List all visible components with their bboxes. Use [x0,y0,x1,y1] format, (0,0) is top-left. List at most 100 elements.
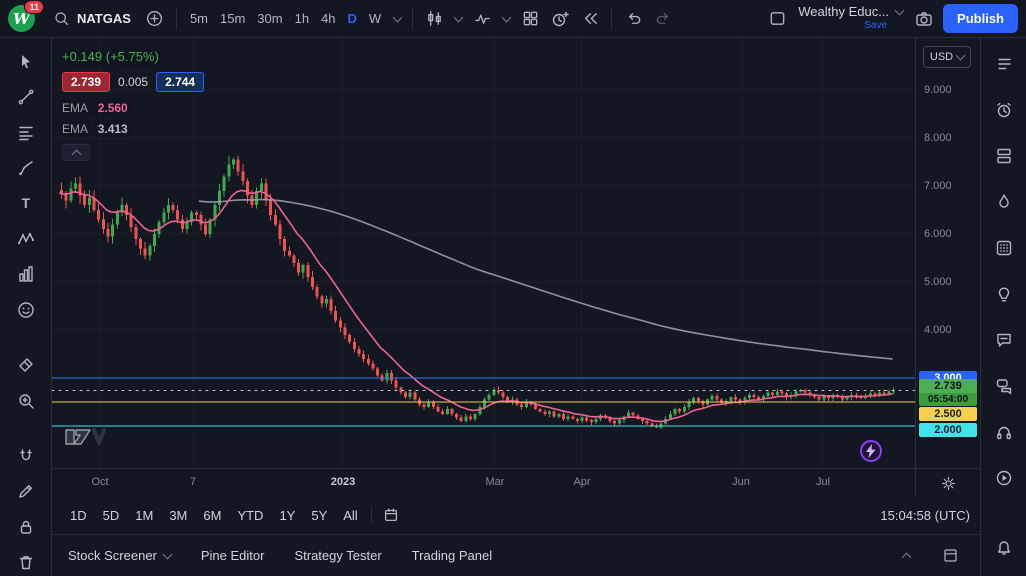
server-clock[interactable]: 15:04:58 (UTC) [880,507,970,523]
tutorials-button[interactable] [986,460,1022,496]
legend-collapse-button[interactable] [62,144,90,161]
drawing-mode-button[interactable] [9,478,43,505]
save-button[interactable]: Save [864,20,888,32]
tab-strategy-tester[interactable]: Strategy Tester [294,548,382,563]
indicators-menu-button[interactable] [498,5,514,33]
tab-pine-editor[interactable]: Pine Editor [200,548,265,563]
chart-type-button[interactable] [420,5,448,33]
chart-region: +0.149 (+5.75%) 2.739 0.005 2.744 EMA 2.… [52,38,980,576]
time-axis-settings-button[interactable] [915,469,980,497]
tab-stock-screener[interactable]: Stock Screener [68,548,173,563]
range-5y[interactable]: 5Y [311,507,328,523]
time-axis-scale[interactable]: Oct 7 2023 Mar Apr Jun Jul [52,469,915,497]
brush-icon [18,161,33,176]
create-alert-button[interactable] [546,5,574,33]
quick-trade-badge[interactable] [860,440,882,462]
snapshot-camera-button[interactable] [910,5,938,33]
symbol-search-button[interactable]: NATGAS [45,5,139,33]
chats-button[interactable] [986,368,1022,404]
price-tick: 8.000 [924,132,952,144]
comments-button[interactable] [986,322,1022,358]
last-price-label: 2.739 05:54:00 [919,379,977,406]
undo-button[interactable] [619,5,647,33]
smiley-icon [17,301,34,318]
compare-add-button[interactable] [141,5,169,33]
maximize-panel-icon [943,549,957,562]
bar-replay-button[interactable] [576,5,604,33]
alerts-button[interactable] [986,92,1022,128]
fib-retracement-tool-button[interactable] [9,119,43,146]
indicators-button[interactable] [468,5,496,33]
interval-15m[interactable]: 15m [220,11,246,26]
range-ytd[interactable]: YTD [237,507,264,523]
range-6m[interactable]: 6M [203,507,222,523]
range-1d[interactable]: 1D [70,507,87,523]
open-panel-button[interactable] [892,542,920,570]
chevron-down-icon [501,12,512,22]
interval-30m[interactable]: 30m [257,11,283,26]
tab-trading-panel[interactable]: Trading Panel [411,548,493,563]
forecast-tool-button[interactable] [9,261,43,288]
grid-squares-icon [523,11,538,26]
interval-1h[interactable]: 1h [294,11,310,26]
layout-name-menu[interactable]: Wealthy Educ... Save [796,5,905,31]
redo-button[interactable] [649,5,677,33]
notification-count-badge: 11 [24,0,44,14]
user-menu-button[interactable]: W 11 [8,0,44,32]
ema-legend-fast[interactable]: EMA 2.560 [62,101,128,115]
interval-W[interactable]: W [368,11,382,26]
range-all[interactable]: All [343,507,358,523]
svg-text:T: T [21,195,30,211]
interval-5m[interactable]: 5m [189,11,208,26]
range-3m[interactable]: 3M [169,507,188,523]
redo-arrow-icon [656,13,668,24]
range-1y[interactable]: 1Y [279,507,296,523]
manage-layouts-button[interactable] [763,5,791,33]
lock-drawings-button[interactable] [9,513,43,540]
interval-D[interactable]: D [347,11,357,26]
publish-button[interactable]: Publish [943,4,1018,33]
time-axis-label: 2023 [330,476,356,488]
layout-templates-button[interactable] [516,5,544,33]
layout-square-icon [770,12,785,25]
brush-tool-button[interactable] [9,154,43,181]
sell-button[interactable]: 2.739 [62,72,111,92]
buy-button[interactable]: 2.744 [156,72,205,92]
eraser-tool-button[interactable] [9,351,43,378]
apps-grid-button[interactable] [986,230,1022,266]
cursor-tool-button[interactable] [9,48,43,75]
price-level-label-yellow: 2.500 [919,407,977,421]
camera-icon [916,11,932,26]
watchlist-button[interactable] [986,46,1022,82]
chart-canvas[interactable]: +0.149 (+5.75%) 2.739 0.005 2.744 EMA 2.… [52,38,915,468]
notifications-button[interactable] [986,528,1022,564]
trend-line-tool-button[interactable] [9,83,43,110]
bars-pattern-icon [18,266,33,282]
emoji-tool-button[interactable] [9,296,43,323]
interval-menu-button[interactable] [389,5,405,33]
ema-legend-slow[interactable]: EMA 3.413 [62,122,128,136]
remove-drawings-button[interactable] [9,548,43,575]
object-tree-button[interactable] [986,138,1022,174]
pattern-tool-button[interactable] [9,225,43,252]
zoom-tool-button[interactable] [9,387,43,414]
xabcd-pattern-icon [17,232,34,244]
chart-type-menu-button[interactable] [450,5,466,33]
range-5d[interactable]: 5D [102,507,120,523]
price-axis[interactable]: USD 9.000 8.000 7.000 6.000 5.000 4.000 3.000… [915,38,980,468]
support-button[interactable] [986,414,1022,450]
text-tool-button[interactable]: T [9,190,43,217]
magnet-tool-button[interactable] [9,442,43,469]
go-to-date-button[interactable] [377,501,405,529]
chart-pane: +0.149 (+5.75%) 2.739 0.005 2.744 EMA 2.… [52,38,980,468]
interval-4h[interactable]: 4h [321,11,336,26]
time-axis-label: 7 [189,476,197,488]
maximize-panel-button[interactable] [936,542,964,570]
currency-selector[interactable]: USD [923,46,971,68]
range-1m[interactable]: 1M [135,507,154,523]
candles-icon [427,11,441,26]
chevron-up-icon [71,149,81,159]
hotlists-button[interactable] [986,184,1022,220]
ideas-button[interactable] [986,276,1022,312]
